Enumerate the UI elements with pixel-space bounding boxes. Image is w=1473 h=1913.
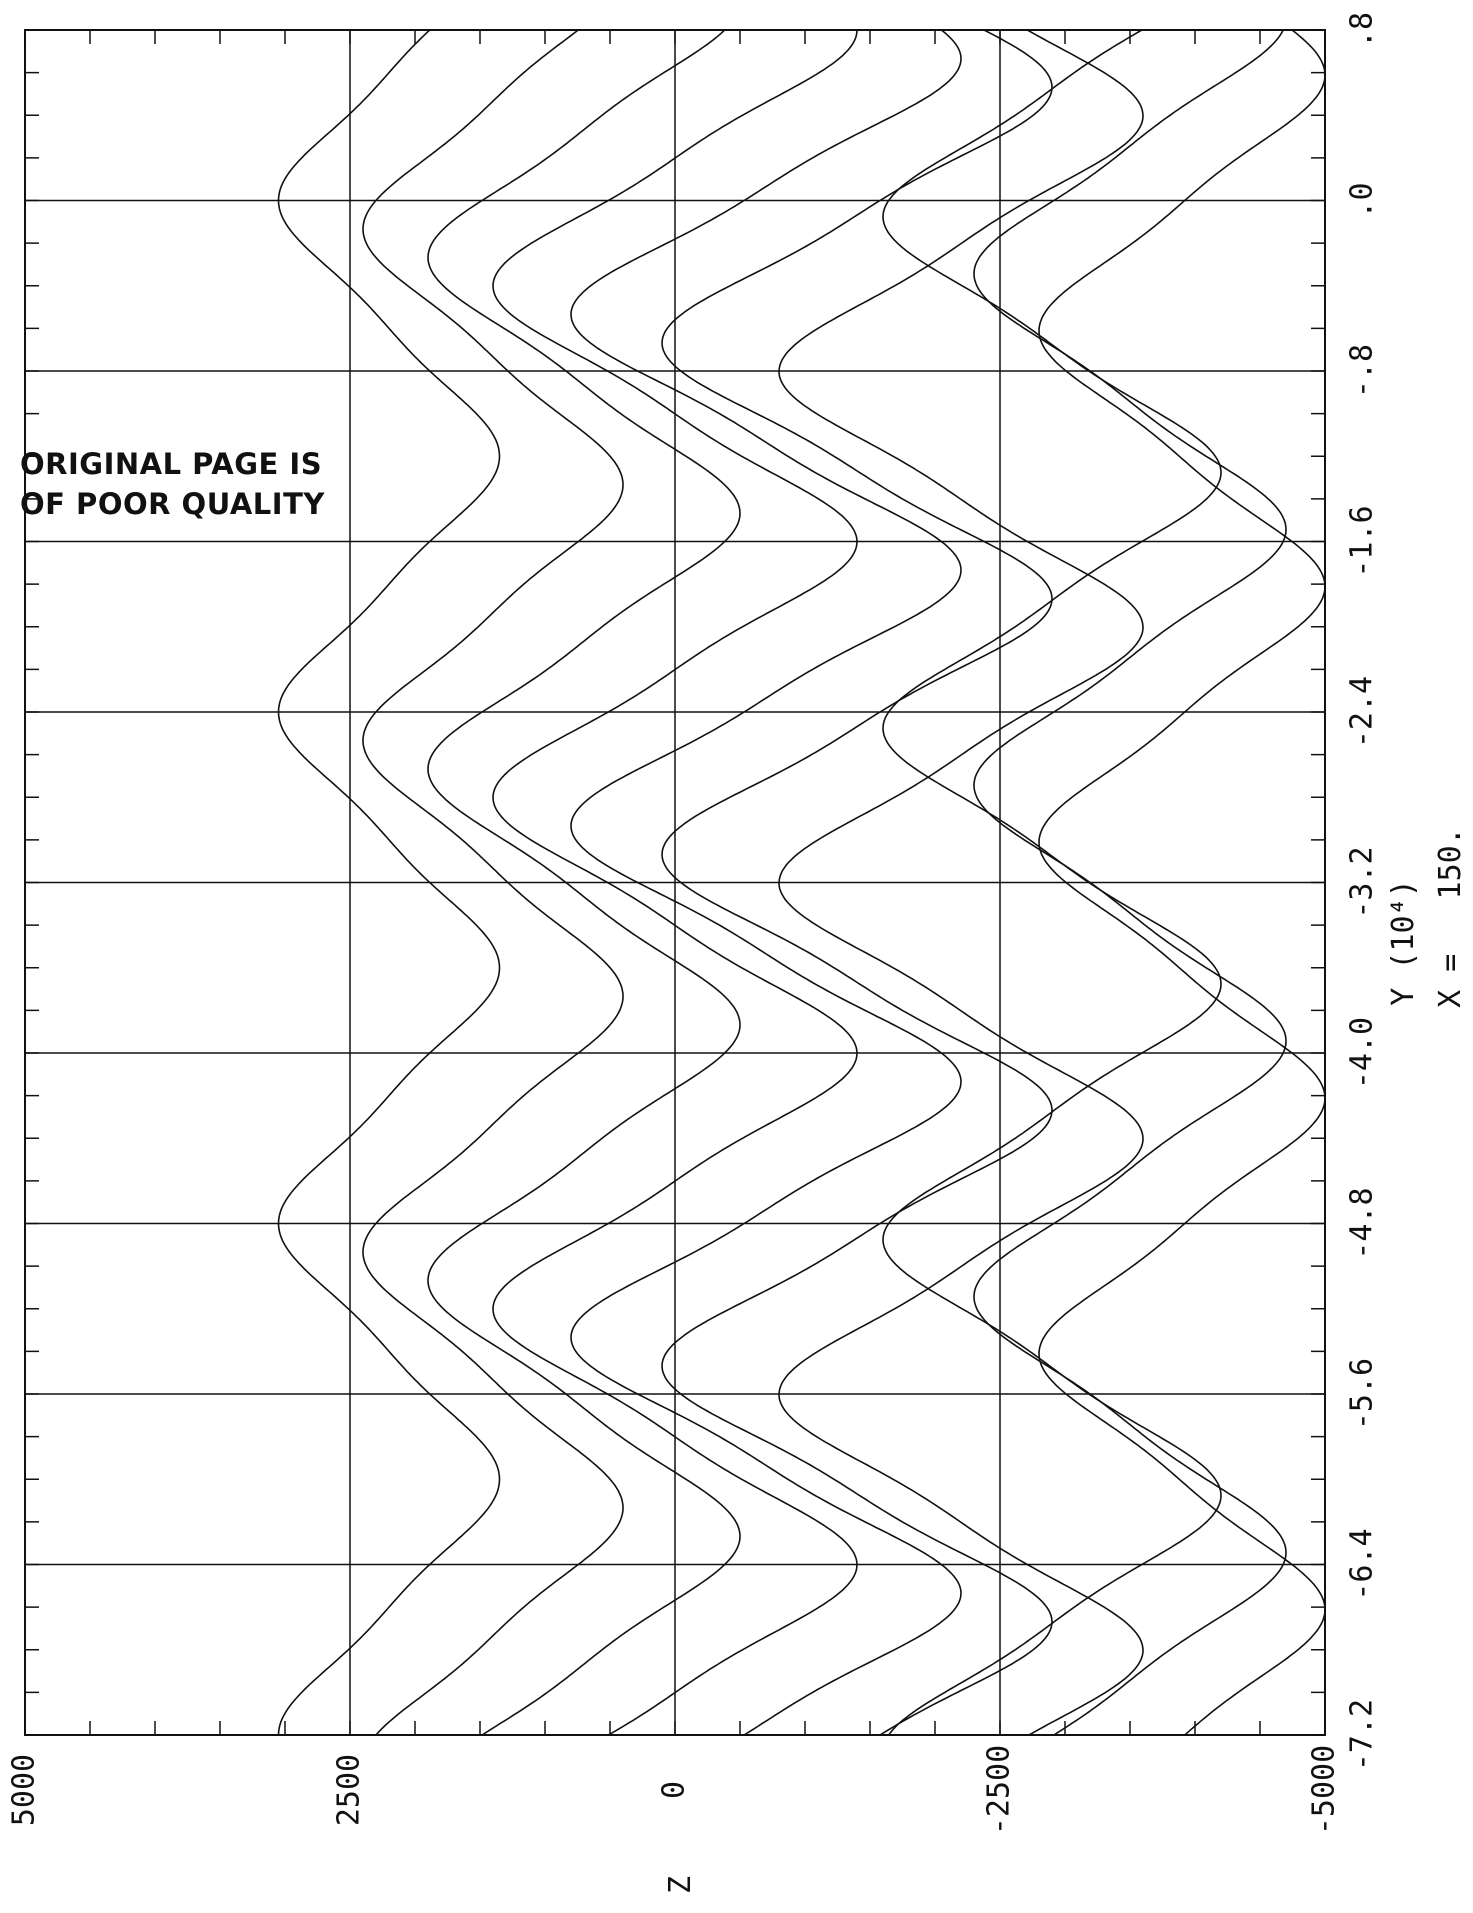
z-tick-label: 2500 (332, 1754, 367, 1826)
y-tick-label: -4.8 (1345, 1187, 1380, 1259)
trajectory-line (427, 29, 741, 1736)
z-tick-label: -2500 (982, 1745, 1017, 1835)
grid-lines (25, 30, 1325, 1735)
poor-quality-stamp: ORIGINAL PAGE IS OF POOR QUALITY (20, 444, 325, 524)
y-axis-title: Y (10⁴) (1386, 879, 1421, 1005)
stamp-line-1: ORIGINAL PAGE IS (20, 447, 323, 481)
trajectory-line (1038, 29, 1326, 1736)
y-tick-label: .8 (1345, 12, 1380, 48)
stamp-line-2: OF POOR QUALITY (20, 487, 325, 521)
caption-label: X = 150. (1433, 827, 1468, 1008)
trajectory-line (492, 29, 858, 1736)
y-tick-label: -5.6 (1345, 1358, 1380, 1430)
y-tick-label: -3.2 (1345, 846, 1380, 918)
z-axis-title: Z (663, 1876, 698, 1894)
y-tick-label: -2.4 (1345, 676, 1380, 748)
y-tick-label: -1.6 (1345, 505, 1380, 577)
y-tick-label: -.8 (1345, 344, 1380, 398)
y-tick-label: -4.0 (1345, 1017, 1380, 1089)
trajectory-line (362, 29, 624, 1736)
axis-labels: -7.2 -6.4 -5.6 -4.8 -4.0 -3.2 -2.4 -1.6 -.8 .0 .8 5… (7, 12, 1380, 1835)
z-tick-label: -5000 (1307, 1745, 1342, 1835)
y-tick-label: .0 (1345, 182, 1380, 218)
trajectory-series (277, 29, 1326, 1736)
trajectory-line (973, 29, 1287, 1736)
trajectory-line (277, 29, 501, 1736)
z-tick-label: 5000 (7, 1754, 42, 1826)
axis-ticks (24, 29, 1326, 1736)
trajectory-line (778, 29, 1144, 1736)
trajectory-line (570, 29, 962, 1736)
trajectory-line (661, 29, 1053, 1736)
y-tick-label: -7.2 (1345, 1699, 1380, 1771)
y-tick-label: -6.4 (1345, 1528, 1380, 1600)
z-tick-label: 0 (657, 1781, 692, 1799)
